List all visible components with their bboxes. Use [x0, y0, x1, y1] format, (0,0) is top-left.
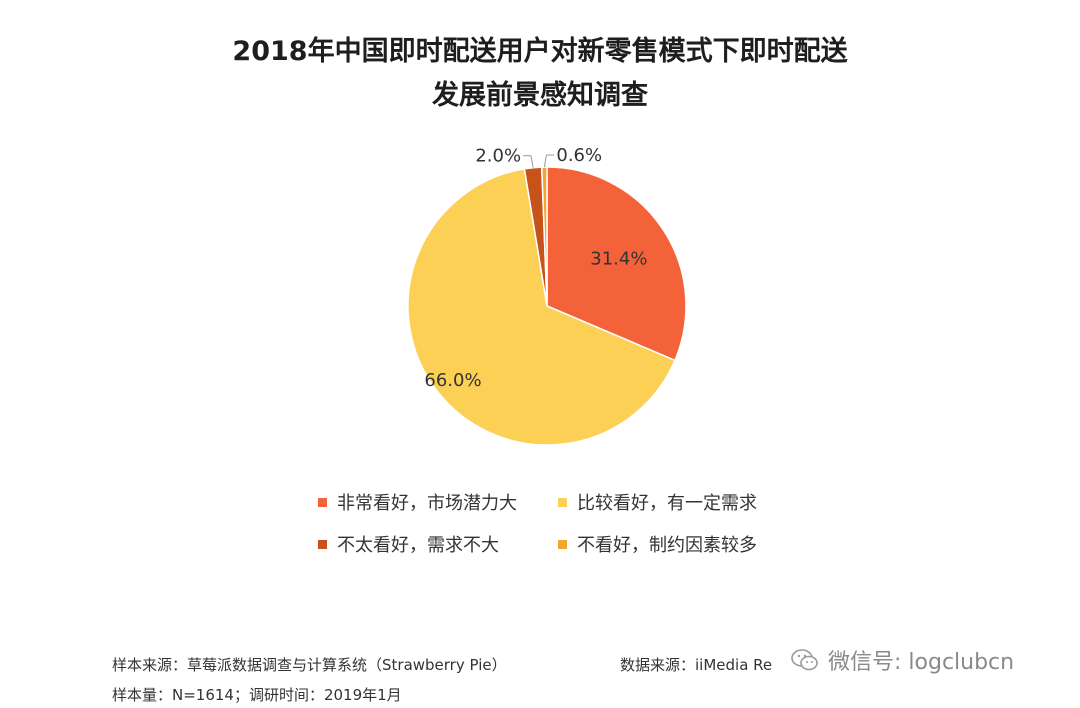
chart-title-line-1: 2018年中国即时配送用户对新零售模式下即时配送 — [232, 36, 848, 67]
data-label-2: 66.0% — [424, 370, 481, 391]
sample-source: 样本来源：草莓派数据调查与计算系统（Strawberry Pie） — [112, 656, 507, 674]
sample-size: 样本量：N=1614；调研时间：2019年1月 — [112, 686, 402, 704]
legend-label-3: 不太看好，需求不大 — [337, 535, 499, 556]
pie-slice-4 — [540, 166, 548, 307]
wechat-watermark: 微信号: logclubcn — [790, 644, 1014, 676]
legend-label-2: 比较看好，有一定需求 — [577, 493, 757, 514]
legend-item-1: 非常看好，市场潜力大 — [318, 489, 517, 515]
legend-swatch-4 — [558, 539, 567, 549]
legend-item-2: 比较看好，有一定需求 — [558, 489, 757, 515]
data-label-1: 31.4% — [590, 248, 647, 269]
leader-line-4 — [543, 154, 547, 168]
leader-line-3 — [530, 155, 534, 168]
pie-slice-2 — [407, 167, 676, 446]
legend-item-4: 不看好，制约因素较多 — [558, 531, 757, 557]
chart-title: 2018年中国即时配送用户对新零售模式下即时配送 发展前景感知调查 — [0, 30, 1080, 118]
legend-swatch-2 — [558, 497, 567, 507]
legend-item-3: 不太看好，需求不大 — [318, 531, 499, 557]
watermark-text: 微信号: logclubcn — [828, 650, 1015, 675]
legend-swatch-3 — [318, 539, 327, 549]
legend-label-1: 非常看好，市场潜力大 — [337, 493, 517, 514]
pie-slice-1 — [546, 166, 687, 362]
footer: 样本来源：草莓派数据调查与计算系统（Strawberry Pie） 样本量：N=… — [0, 640, 1080, 708]
data-label-3: 2.0% — [475, 146, 521, 167]
chart-title-line-2: 发展前景感知调查 — [432, 80, 648, 111]
legend-swatch-1 — [318, 497, 327, 507]
legend-label-4: 不看好，制约因素较多 — [577, 535, 757, 556]
data-source: 数据来源：iiMedia Re — [620, 656, 773, 674]
wechat-icon — [791, 649, 818, 671]
data-label-4: 0.6% — [556, 145, 602, 166]
